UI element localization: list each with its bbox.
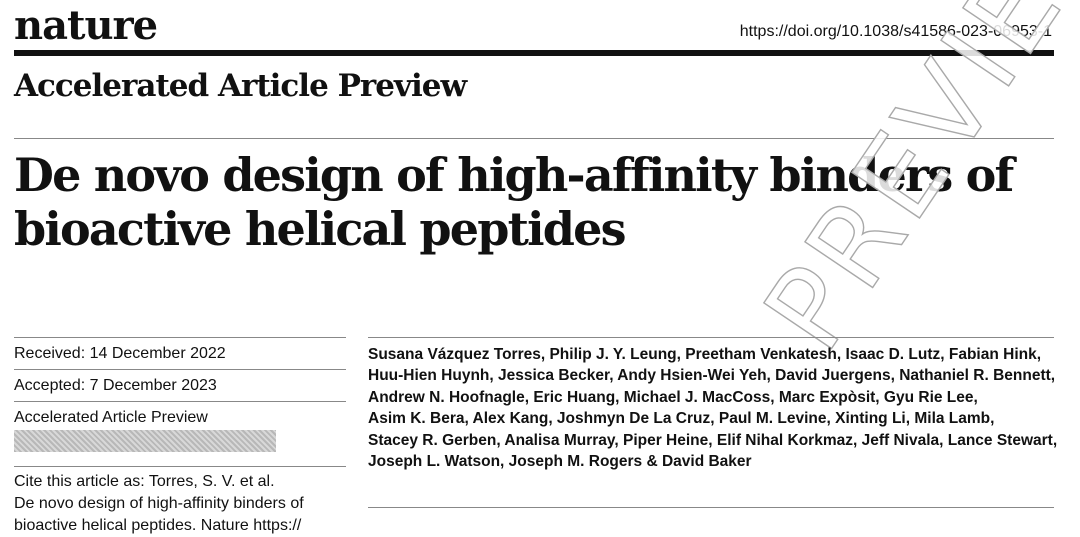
authors-top-rule <box>368 337 1054 338</box>
doi-link[interactable]: https://doi.org/10.1038/s41586-023-06953… <box>739 23 1052 40</box>
author-line: Susana Vázquez Torres, Philip J. Y. Leun… <box>368 346 1042 363</box>
author-line: Huu-Hien Huynh, Jessica Becker, Andy Hsi… <box>368 367 1056 385</box>
title-line-2: bioactive helical peptides <box>14 202 626 256</box>
banner-rule <box>14 138 1054 139</box>
nature-logo: nature <box>14 2 158 49</box>
citation-line-3: bioactive helical peptides. Nature https… <box>14 517 302 534</box>
article-title: De novo design of high-affinity binders … <box>14 148 1014 256</box>
received-date: Received: 14 December 2022 <box>14 337 346 369</box>
author-list: Susana Vázquez Torres, Philip J. Y. Leun… <box>368 344 1058 472</box>
author-line: Asim K. Bera, Alex Kang, Joshmyn De La C… <box>368 410 995 428</box>
citation: Cite this article as: Torres, S. V. et a… <box>14 466 346 537</box>
preview-status: Accelerated Article Preview <box>14 401 346 457</box>
accepted-date: Accepted: 7 December 2023 <box>14 369 346 401</box>
header-rule <box>14 50 1054 56</box>
author-line: Joseph L. Watson, Joseph M. Rogers & Dav… <box>368 453 752 471</box>
citation-line-1: Cite this article as: Torres, S. V. et a… <box>14 473 275 490</box>
preview-status-label: Accelerated Article Preview <box>14 409 208 426</box>
author-line: Andrew N. Hoofnagle, Eric Huang, Michael… <box>368 388 978 406</box>
citation-line-2: De novo design of high-affinity binders … <box>14 495 304 512</box>
accelerated-preview-banner: Accelerated Article Preview <box>14 68 467 104</box>
redacted-block <box>14 430 276 452</box>
author-line: Stacey R. Gerben, Analisa Murray, Piper … <box>368 431 1058 449</box>
article-metadata: Received: 14 December 2022 Accepted: 7 D… <box>14 337 346 537</box>
title-line-1: De novo design of high-affinity binders … <box>14 148 1014 202</box>
authors-bottom-rule <box>368 507 1054 508</box>
